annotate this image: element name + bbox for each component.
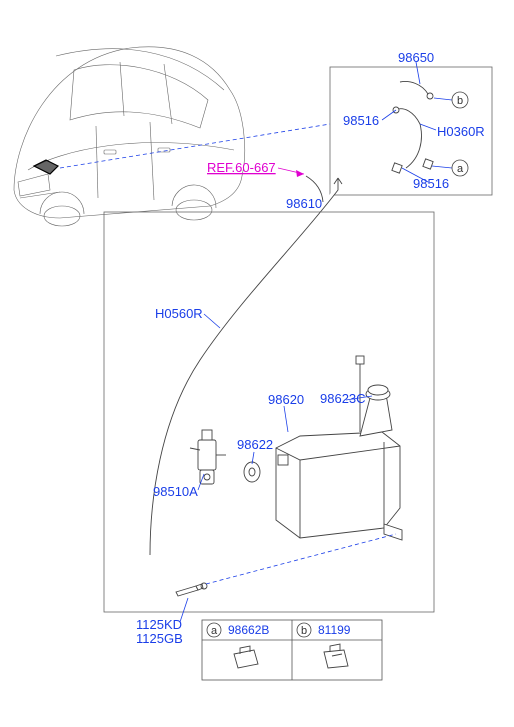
table-col-a-letter: a bbox=[211, 625, 218, 637]
lbl-h0560r: H0560R bbox=[155, 306, 203, 321]
lbl-98650: 98650 bbox=[398, 50, 434, 65]
circle-a: a bbox=[452, 160, 468, 176]
table-col-a-code: 98662B bbox=[228, 623, 269, 637]
lbl-98620: 98620 bbox=[268, 392, 304, 407]
lbl-1125gb: 1125GB bbox=[136, 631, 183, 646]
reservoir bbox=[276, 356, 402, 540]
vehicle-drawing bbox=[14, 47, 245, 226]
lbl-98610: 98610 bbox=[286, 196, 322, 211]
lbl-1125kd: 1125KD bbox=[136, 617, 182, 632]
perspective-leader bbox=[60, 124, 330, 168]
svg-text:b: b bbox=[457, 95, 463, 107]
svg-text:a: a bbox=[457, 163, 464, 175]
lbl-98510a: 98510A bbox=[153, 484, 198, 499]
lbl-h0360r: H0360R bbox=[437, 124, 485, 139]
parts-diagram: a 98662B b 81199 b a REF.60-667 98650 98… bbox=[0, 0, 514, 727]
bolt bbox=[176, 583, 207, 596]
lbl-98516a: 98516 bbox=[343, 113, 379, 128]
table-col-b-code: 81199 bbox=[318, 623, 351, 637]
parts-table: a 98662B b 81199 bbox=[202, 620, 382, 680]
lbl-98622: 98622 bbox=[237, 437, 273, 452]
grommet bbox=[244, 462, 260, 482]
hose-upper bbox=[392, 82, 433, 174]
lbl-98623c: 98623C bbox=[320, 391, 366, 406]
table-col-b-letter: b bbox=[301, 625, 307, 637]
ref-label[interactable]: REF.60-667 bbox=[207, 160, 276, 175]
lbl-98516b: 98516 bbox=[413, 176, 449, 191]
circle-b: b bbox=[452, 92, 468, 108]
bolt-leader bbox=[206, 534, 396, 584]
